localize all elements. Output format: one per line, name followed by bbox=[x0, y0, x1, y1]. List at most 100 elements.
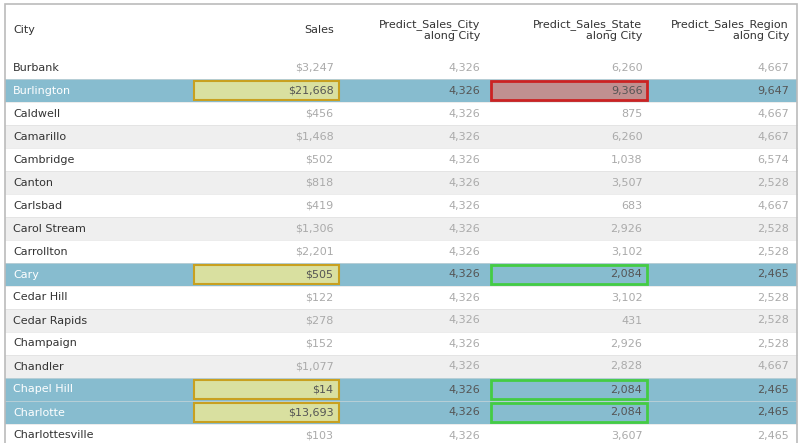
Text: $278: $278 bbox=[306, 315, 334, 326]
Text: $1,468: $1,468 bbox=[295, 132, 334, 141]
Bar bbox=[491, 403, 647, 422]
Bar bbox=[5, 79, 797, 102]
Text: Cedar Rapids: Cedar Rapids bbox=[13, 315, 87, 326]
Text: 4,326: 4,326 bbox=[448, 201, 480, 210]
Text: 2,528: 2,528 bbox=[757, 246, 789, 256]
Bar bbox=[5, 102, 797, 125]
Text: 4,326: 4,326 bbox=[448, 178, 480, 187]
Bar bbox=[5, 171, 797, 194]
Text: 2,084: 2,084 bbox=[610, 385, 642, 395]
Text: $1,077: $1,077 bbox=[295, 361, 334, 372]
Text: 4,326: 4,326 bbox=[448, 269, 480, 280]
Text: Cedar Hill: Cedar Hill bbox=[13, 292, 67, 303]
Bar bbox=[194, 380, 338, 399]
Text: 2,465: 2,465 bbox=[757, 269, 789, 280]
Text: 4,326: 4,326 bbox=[448, 315, 480, 326]
Text: Cambridge: Cambridge bbox=[13, 155, 75, 164]
Text: 4,326: 4,326 bbox=[448, 132, 480, 141]
Bar bbox=[5, 332, 797, 355]
Text: 3,102: 3,102 bbox=[611, 292, 642, 303]
Bar bbox=[194, 265, 338, 284]
Text: 2,465: 2,465 bbox=[757, 385, 789, 395]
Bar bbox=[5, 148, 797, 171]
Text: 2,465: 2,465 bbox=[757, 408, 789, 417]
Text: 431: 431 bbox=[622, 315, 642, 326]
Text: $103: $103 bbox=[306, 431, 334, 440]
Text: 9,366: 9,366 bbox=[611, 85, 642, 96]
Text: 875: 875 bbox=[622, 109, 642, 118]
Bar bbox=[5, 309, 797, 332]
Text: 4,326: 4,326 bbox=[448, 85, 480, 96]
Bar bbox=[5, 125, 797, 148]
Text: 4,326: 4,326 bbox=[448, 155, 480, 164]
Text: 3,102: 3,102 bbox=[611, 246, 642, 256]
Text: 2,528: 2,528 bbox=[757, 315, 789, 326]
Text: Predict_Sales_State
along City: Predict_Sales_State along City bbox=[533, 19, 642, 41]
Text: 3,507: 3,507 bbox=[611, 178, 642, 187]
Bar bbox=[5, 56, 797, 79]
Text: 4,326: 4,326 bbox=[448, 338, 480, 349]
Text: Charlottesville: Charlottesville bbox=[13, 431, 94, 440]
Bar bbox=[5, 194, 797, 217]
Text: 2,926: 2,926 bbox=[610, 224, 642, 233]
Text: 2,465: 2,465 bbox=[757, 431, 789, 440]
Bar bbox=[5, 263, 797, 286]
Text: $3,247: $3,247 bbox=[294, 62, 334, 73]
Bar bbox=[5, 355, 797, 378]
Text: 4,667: 4,667 bbox=[757, 201, 789, 210]
Text: Sales: Sales bbox=[304, 25, 334, 35]
Text: Burlington: Burlington bbox=[13, 85, 71, 96]
Text: 4,326: 4,326 bbox=[448, 292, 480, 303]
Text: Cary: Cary bbox=[13, 269, 38, 280]
Text: 2,828: 2,828 bbox=[610, 361, 642, 372]
Bar bbox=[194, 403, 338, 422]
Text: Canton: Canton bbox=[13, 178, 53, 187]
Text: 4,326: 4,326 bbox=[448, 224, 480, 233]
Bar bbox=[5, 286, 797, 309]
Text: City: City bbox=[13, 25, 34, 35]
Bar bbox=[5, 217, 797, 240]
Text: Champaign: Champaign bbox=[13, 338, 77, 349]
Text: $502: $502 bbox=[306, 155, 334, 164]
Text: 4,326: 4,326 bbox=[448, 109, 480, 118]
Bar bbox=[5, 378, 797, 401]
Text: 3,607: 3,607 bbox=[611, 431, 642, 440]
Text: 2,528: 2,528 bbox=[757, 178, 789, 187]
Text: 2,084: 2,084 bbox=[610, 408, 642, 417]
Text: Predict_Sales_City
along City: Predict_Sales_City along City bbox=[379, 19, 480, 41]
Bar bbox=[5, 424, 797, 443]
Text: $122: $122 bbox=[306, 292, 334, 303]
Bar bbox=[491, 81, 647, 100]
Text: $152: $152 bbox=[306, 338, 334, 349]
Text: Carol Stream: Carol Stream bbox=[13, 224, 86, 233]
Text: Burbank: Burbank bbox=[13, 62, 60, 73]
Text: 4,326: 4,326 bbox=[448, 385, 480, 395]
Text: Camarillo: Camarillo bbox=[13, 132, 66, 141]
Text: 4,667: 4,667 bbox=[757, 132, 789, 141]
Text: 6,260: 6,260 bbox=[611, 132, 642, 141]
Text: 2,528: 2,528 bbox=[757, 338, 789, 349]
Text: $2,201: $2,201 bbox=[295, 246, 334, 256]
Bar bbox=[491, 265, 647, 284]
Text: Carrollton: Carrollton bbox=[13, 246, 67, 256]
Bar bbox=[491, 380, 647, 399]
Text: 2,528: 2,528 bbox=[757, 292, 789, 303]
Text: 4,667: 4,667 bbox=[757, 62, 789, 73]
Text: Carlsbad: Carlsbad bbox=[13, 201, 62, 210]
Text: 2,528: 2,528 bbox=[757, 224, 789, 233]
Text: 6,260: 6,260 bbox=[611, 62, 642, 73]
Text: 4,326: 4,326 bbox=[448, 431, 480, 440]
Text: $1,306: $1,306 bbox=[295, 224, 334, 233]
Text: Chapel Hill: Chapel Hill bbox=[13, 385, 73, 395]
Text: 2,926: 2,926 bbox=[610, 338, 642, 349]
Bar bbox=[5, 401, 797, 424]
Text: 4,667: 4,667 bbox=[757, 361, 789, 372]
Text: $13,693: $13,693 bbox=[288, 408, 334, 417]
Text: $456: $456 bbox=[306, 109, 334, 118]
Text: 1,038: 1,038 bbox=[611, 155, 642, 164]
Text: 4,326: 4,326 bbox=[448, 246, 480, 256]
Bar bbox=[5, 4, 797, 56]
Text: Chandler: Chandler bbox=[13, 361, 63, 372]
Text: $818: $818 bbox=[306, 178, 334, 187]
Text: $419: $419 bbox=[306, 201, 334, 210]
